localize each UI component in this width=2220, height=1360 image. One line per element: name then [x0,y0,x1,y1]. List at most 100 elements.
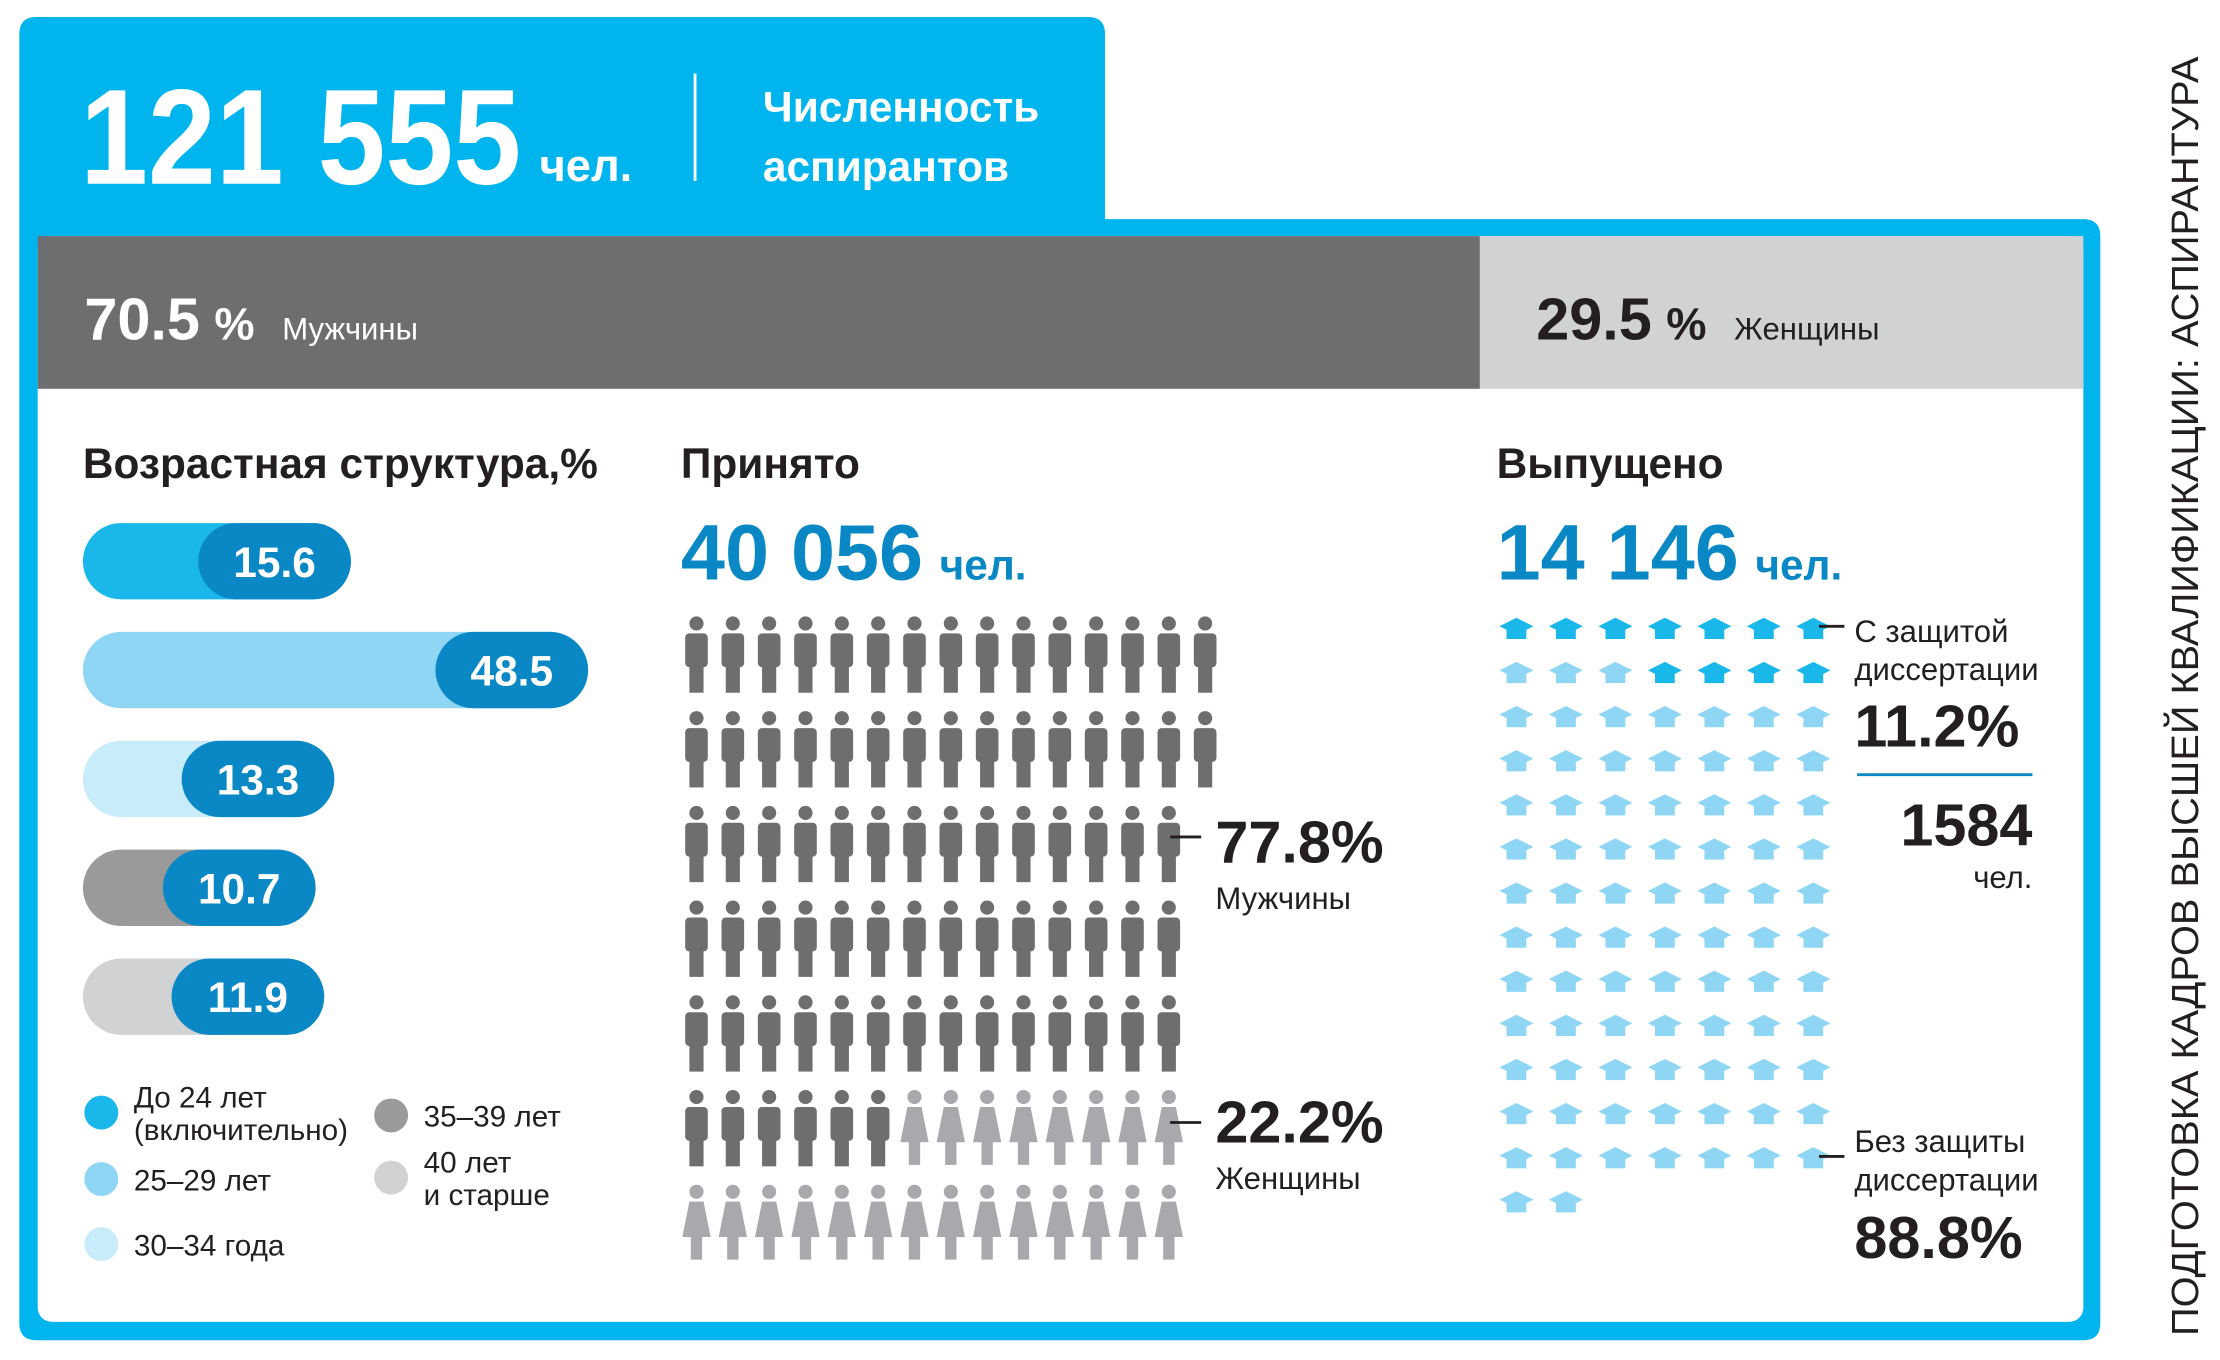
person-body [975,1012,999,1047]
cap-base [1803,715,1824,728]
person-head [980,711,995,726]
age-value: 15.6 [233,539,316,586]
unit: чел. [1973,860,2032,895]
person-body [900,1106,929,1165]
person-legs [1125,948,1140,977]
person-body [757,917,781,952]
cap-base [1556,804,1576,816]
person-head [943,616,958,631]
person-head [980,995,995,1010]
person-body [1012,728,1035,762]
person-legs [1089,948,1104,977]
person-head [1161,1089,1176,1105]
person-body [827,1201,856,1260]
person-body [1048,633,1072,668]
person-head [1161,616,1176,631]
person-body [939,728,963,762]
person-legs [1198,664,1213,693]
age-bar [435,631,589,709]
legend-label: и старше [424,1179,550,1212]
person-legs [834,1043,849,1072]
person-legs [725,1138,740,1167]
person-head [871,616,886,631]
cap-base [1605,715,1626,728]
person-legs [1161,759,1176,788]
title: аспирантов [763,143,1009,190]
cap-base [1753,936,1774,948]
person-body [721,917,745,952]
person-head [907,1089,922,1105]
person-body [1084,1012,1108,1047]
person-head [689,1184,704,1199]
person-body [866,917,890,952]
legend-label: 30–34 года [134,1229,285,1262]
cap-base [1803,804,1824,816]
person-head [943,805,958,820]
person-legs [871,853,886,883]
person-head [871,1184,886,1199]
person-body [866,822,890,857]
person-head [834,805,849,820]
person-head [834,995,849,1010]
cap-base [1654,671,1675,684]
person-head [762,900,777,915]
cap-base [1506,936,1527,948]
person-body [1154,1201,1183,1260]
person-head [1052,805,1067,820]
person-head [871,1089,886,1105]
person-legs [762,948,777,977]
person-head [1089,1089,1104,1105]
cap-base [1753,671,1774,684]
cap-base [1803,627,1824,640]
person-head [1016,616,1031,631]
person-body [830,822,854,857]
cap-base [1506,892,1527,904]
person-head [1052,1089,1067,1105]
person-legs [725,664,740,693]
cap-base [1605,627,1626,640]
person-body [1084,633,1108,668]
person-body [685,728,708,762]
cap-base [1704,1024,1725,1036]
person-head [1016,805,1031,820]
person-legs [762,853,777,883]
cap-base [1506,627,1527,640]
person-body [1048,917,1072,952]
person-legs [1089,664,1104,693]
person-legs [943,1043,958,1072]
person-head [907,805,922,820]
person-body [975,633,999,668]
cap-base [1704,804,1725,816]
legend-label: До 24 лет [134,1082,267,1115]
person-head [689,616,704,631]
women-bar [1479,236,2084,389]
age-bar [162,849,316,926]
person-legs [1052,759,1067,788]
person-head [762,1089,777,1105]
person-head [725,900,740,915]
person-legs [762,1138,777,1167]
cap-base [1506,1112,1527,1125]
cap-base [1704,936,1725,948]
person-head [1016,711,1031,726]
person-body [830,633,854,668]
person-legs [1016,1043,1031,1072]
person-legs [907,664,922,693]
cap-base [1803,892,1824,904]
age-bar [171,958,325,1035]
person-head [798,995,813,1010]
person-legs [907,853,922,883]
person-legs [798,948,813,977]
cap-base [1506,715,1527,728]
cap-base [1803,1024,1824,1036]
person-head [1125,995,1140,1010]
person-legs [1052,853,1067,883]
person-legs [980,664,995,693]
person-head [725,1184,740,1199]
person-head [762,711,777,726]
cap-base [1605,1156,1626,1169]
person-head [943,1089,958,1105]
person-head [798,1089,813,1105]
person-body [1048,728,1072,762]
person-head [798,616,813,631]
